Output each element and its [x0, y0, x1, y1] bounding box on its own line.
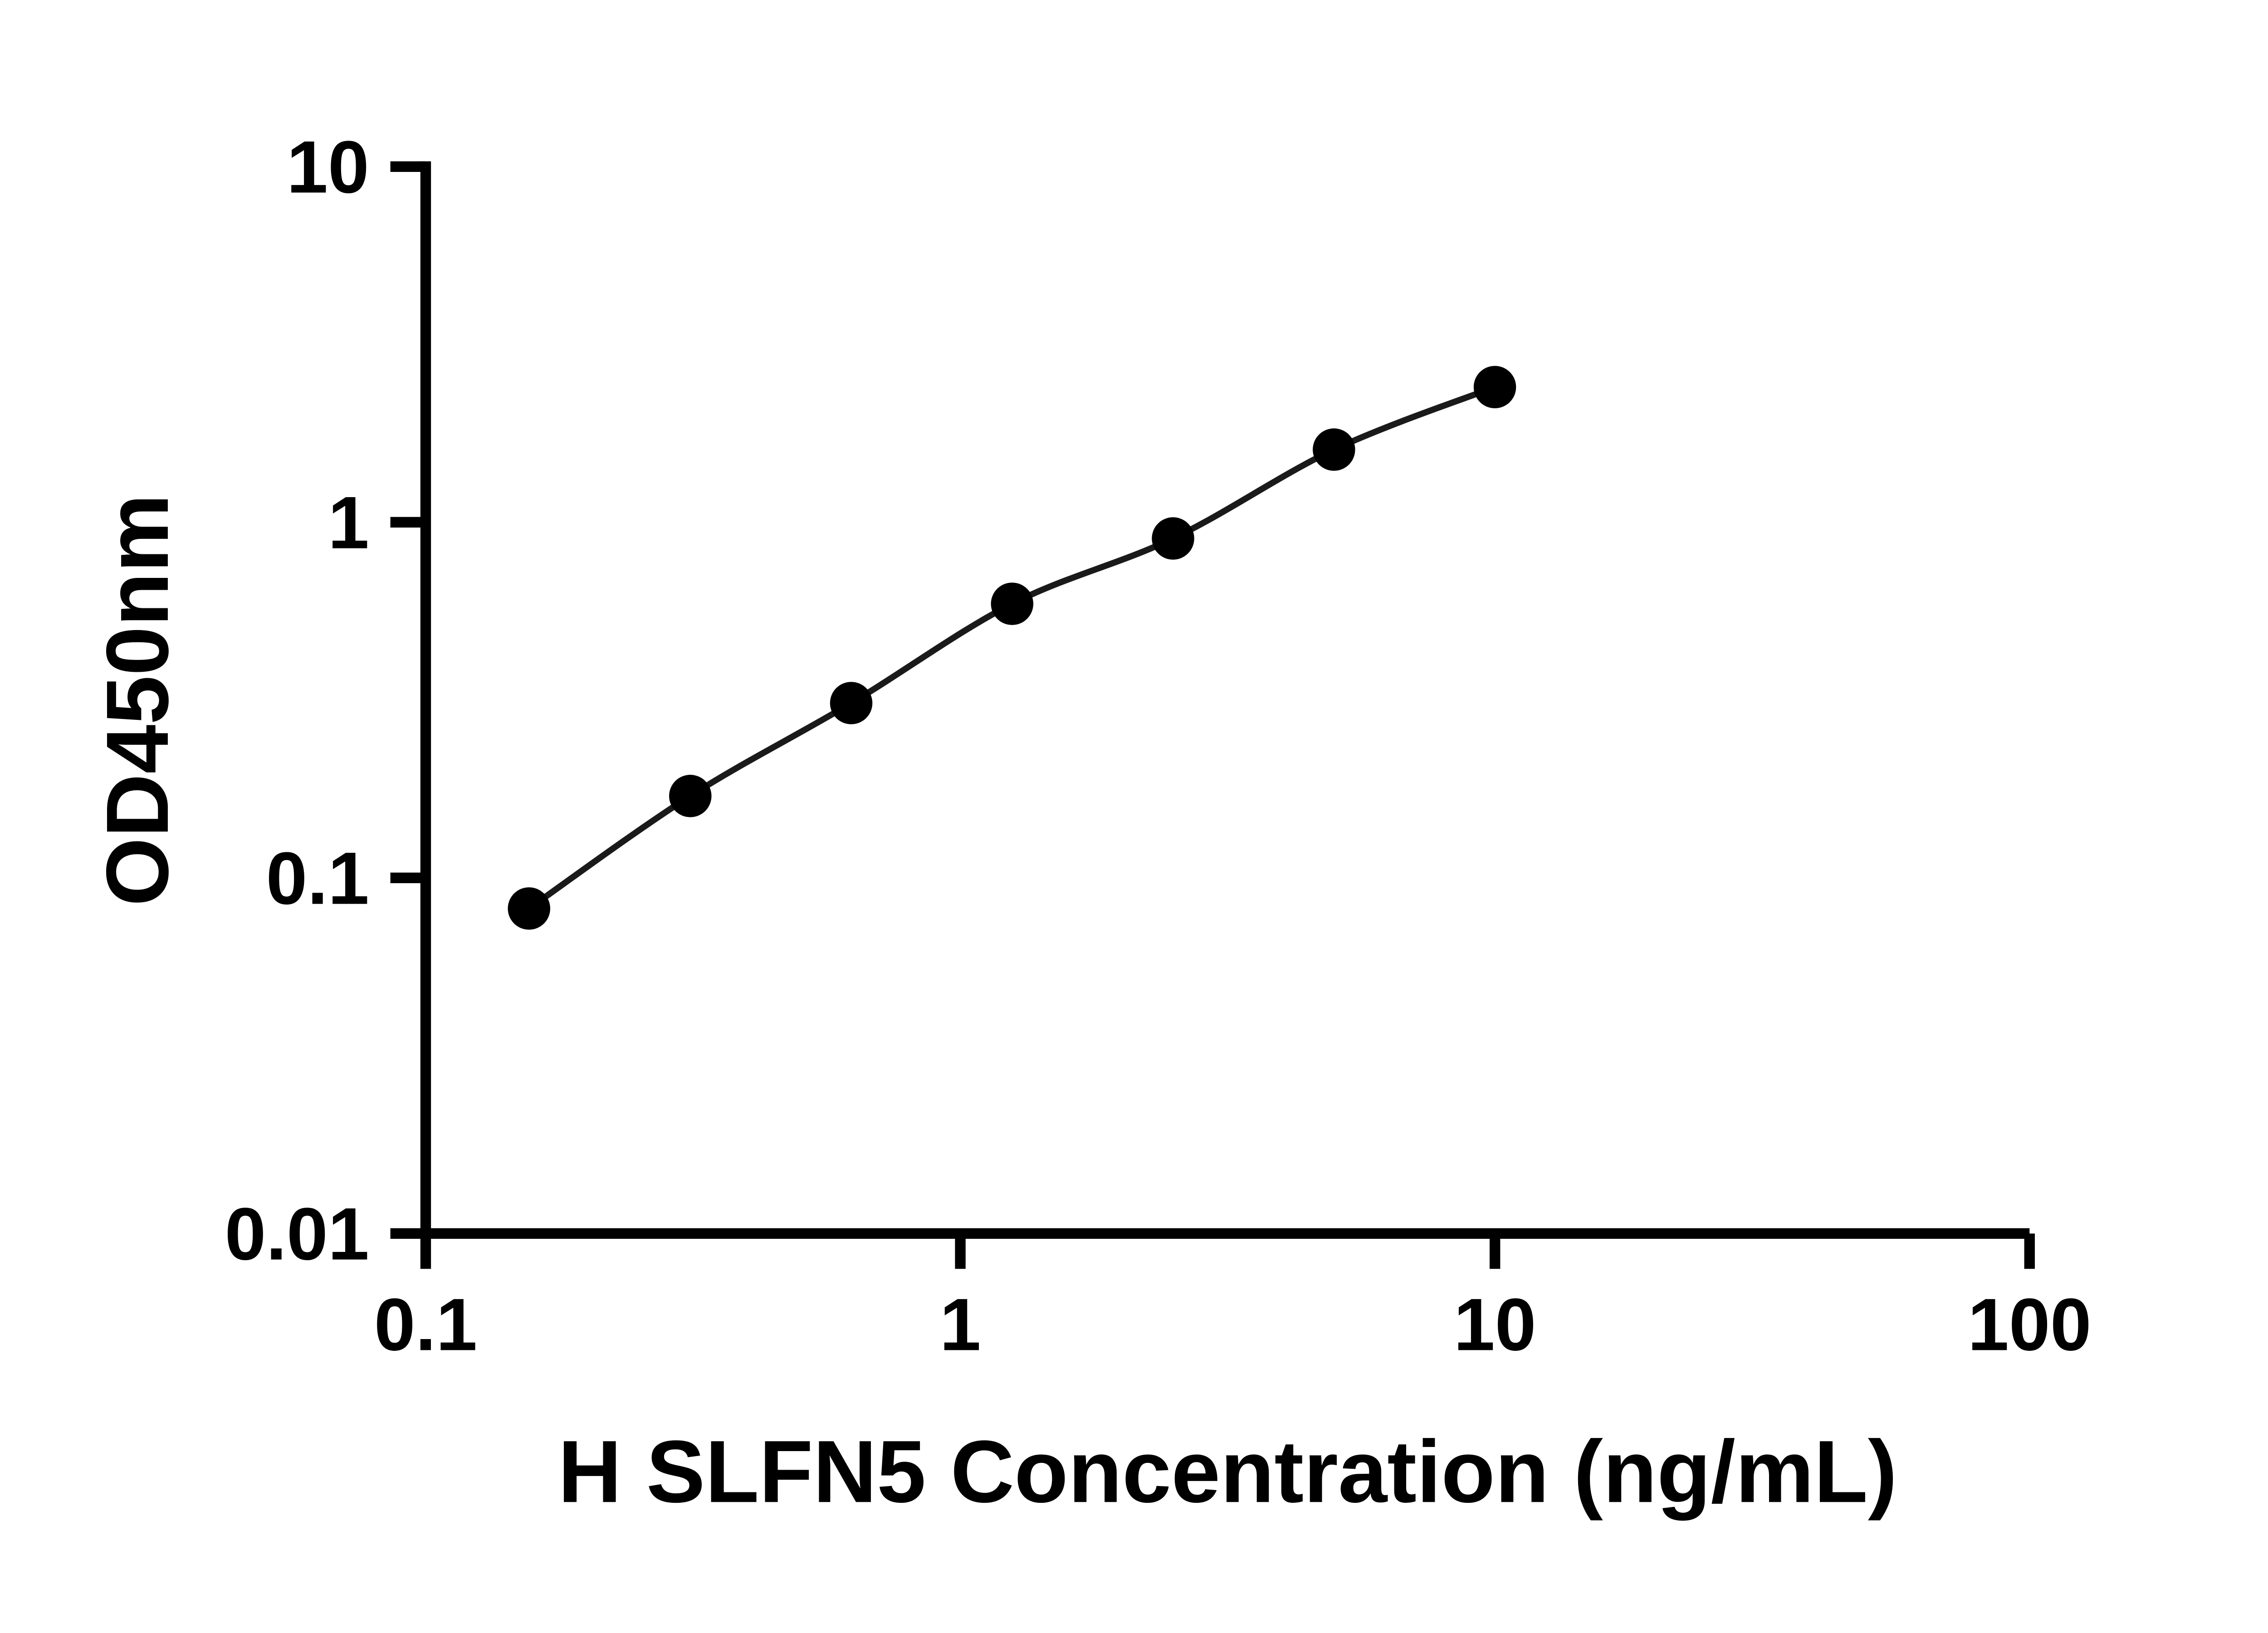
- y-axis-title: OD450nm: [88, 494, 187, 906]
- data-point: [1313, 428, 1355, 471]
- data-point: [1152, 517, 1194, 560]
- x-tick-label: 10: [1454, 1283, 1536, 1366]
- x-tick-label: 1: [940, 1283, 981, 1366]
- data-series: [508, 366, 1516, 930]
- data-point: [830, 681, 873, 724]
- data-point: [669, 774, 712, 817]
- y-tick-label: 0.01: [225, 1192, 369, 1275]
- x-axis-title: H SLFN5 Concentration (ng/mL): [558, 1423, 1897, 1521]
- y-tick-label: 10: [287, 125, 369, 208]
- y-tick-label: 0.1: [266, 836, 369, 919]
- fit-curve: [527, 384, 1496, 911]
- data-point: [1473, 366, 1516, 408]
- axis-lines: [420, 161, 2030, 1239]
- x-tick-label: 100: [1968, 1283, 2092, 1366]
- data-point: [991, 582, 1034, 625]
- y-tick-label: 1: [328, 481, 369, 564]
- data-point: [508, 887, 551, 930]
- x-tick-label: 0.1: [374, 1283, 477, 1366]
